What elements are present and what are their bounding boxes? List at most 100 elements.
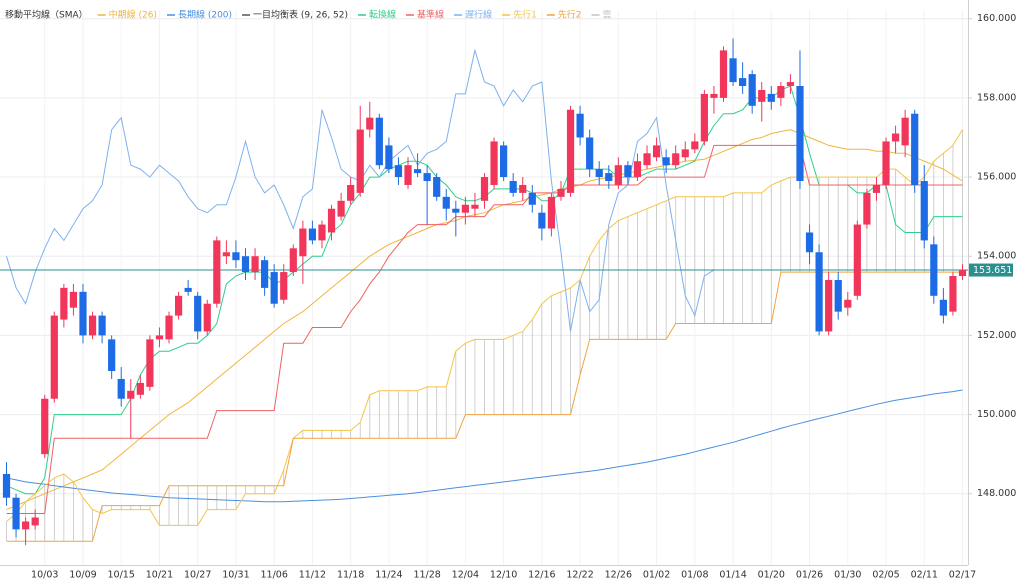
candle-body: [423, 173, 431, 182]
x-tick-label: 11/24: [375, 570, 402, 581]
x-tick-label: 02/17: [949, 570, 976, 581]
candle-body: [748, 74, 756, 106]
x-tick-label: 02/05: [872, 570, 899, 581]
candle-body: [413, 169, 422, 174]
candle-body: [758, 89, 766, 102]
candle-body: [528, 192, 536, 205]
y-tick-label: 154.000: [977, 251, 1016, 262]
x-tick-label: 12/10: [490, 570, 517, 581]
candle-body: [500, 145, 508, 178]
candle-body: [863, 192, 871, 225]
series-line: [6, 389, 963, 503]
legend-group: 一目均衡表 (9, 26, 52): [253, 9, 348, 21]
x-tick-label: 10/31: [222, 570, 249, 581]
candle-body: [194, 295, 202, 332]
x-tick-label: 10/03: [31, 570, 58, 581]
candle-body: [777, 86, 785, 98]
legend-entry: 先行1: [513, 9, 537, 21]
candle-body: [155, 335, 164, 340]
candle-body: [117, 378, 125, 399]
candle-body: [79, 291, 87, 336]
candle-body: [165, 315, 173, 340]
candle-body: [911, 113, 919, 185]
series-line: [6, 271, 963, 542]
y-tick-label: 148.000: [977, 488, 1016, 499]
candle-body: [394, 165, 403, 178]
candle-body: [12, 497, 20, 530]
candle-body: [633, 161, 642, 178]
candle-body: [739, 78, 747, 87]
candle-body: [930, 244, 938, 296]
candle-body: [557, 188, 565, 197]
candle-body: [366, 117, 374, 130]
candle-body: [404, 165, 412, 185]
candle-body: [901, 117, 909, 146]
candle-body: [509, 181, 517, 193]
candle-body: [60, 287, 68, 320]
candle-body: [41, 398, 49, 455]
candle-body: [825, 279, 833, 332]
x-tick-label: 12/22: [566, 570, 593, 581]
y-tick-label: 156.000: [977, 172, 1016, 183]
candle-body: [184, 287, 192, 292]
x-tick-label: 01/02: [643, 570, 670, 581]
x-tick-label: 11/06: [260, 570, 287, 581]
legend-entry: 雲: [603, 10, 612, 21]
x-tick-label: 01/08: [681, 570, 708, 581]
candle-body: [719, 50, 728, 98]
candle-body: [270, 272, 278, 304]
candle-body: [108, 339, 116, 372]
legend-entry: 先行2: [558, 9, 582, 21]
candle-body: [299, 228, 307, 257]
candle-body: [614, 165, 622, 185]
candle-body: [700, 93, 708, 142]
x-tick-label: 02/11: [911, 570, 938, 581]
candle-body: [805, 232, 814, 253]
candle-body: [767, 93, 775, 102]
candle-body: [337, 200, 345, 217]
candle-body: [251, 256, 259, 273]
candle-body: [146, 339, 154, 387]
candle-body: [891, 133, 900, 142]
candle-body: [385, 145, 393, 170]
candle-body: [356, 129, 364, 193]
candle-body: [318, 224, 326, 241]
candle-body: [50, 315, 58, 399]
x-tick-label: 10/15: [108, 570, 135, 581]
x-tick-label: 01/30: [834, 570, 861, 581]
candle-body: [174, 295, 183, 316]
candle-body: [920, 181, 928, 241]
candle-body: [605, 173, 613, 182]
candle-body: [347, 184, 355, 201]
candle-body: [241, 256, 250, 273]
x-tick-label: 10/09: [69, 570, 96, 581]
y-tick-label: 160.000: [977, 13, 1016, 24]
axes: 148.000 150.000 152.000 154.000 156.000 158.0…: [31, 13, 1016, 580]
candle-body: [853, 224, 861, 296]
x-tick-label: 12/26: [605, 570, 632, 581]
x-tick-label: 01/14: [719, 570, 746, 581]
candle-body: [691, 141, 699, 150]
x-tick-label: 01/26: [796, 570, 823, 581]
candle-body: [31, 517, 39, 526]
candle-body: [958, 270, 967, 277]
candle-body: [519, 184, 527, 193]
x-tick-label: 01/20: [758, 570, 785, 581]
candle-body: [88, 315, 97, 336]
candle-body: [538, 212, 546, 229]
candle-body: [547, 196, 556, 229]
last-price-box: [969, 263, 1013, 277]
legend-entry: 遅行線: [465, 9, 492, 21]
legend-entry: 長期線 (200): [178, 9, 232, 21]
legend-entry: 基準線: [417, 9, 444, 21]
candle-body: [69, 291, 78, 308]
candle-body: [872, 184, 881, 193]
candle-body: [222, 252, 230, 257]
legend-entry: 転換線: [369, 9, 396, 21]
x-tick-label: 12/16: [528, 570, 555, 581]
candle-body: [796, 86, 804, 182]
candle-body: [624, 165, 632, 178]
